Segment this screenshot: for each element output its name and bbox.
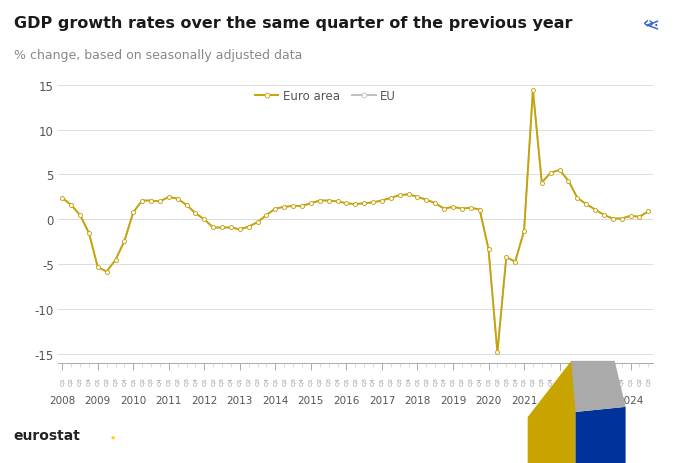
Text: Q1: Q1 bbox=[95, 376, 100, 385]
Text: Q2: Q2 bbox=[246, 376, 251, 385]
Text: Q4: Q4 bbox=[477, 376, 482, 385]
Text: Q1: Q1 bbox=[379, 376, 384, 385]
Text: Q4: Q4 bbox=[264, 376, 269, 385]
Text: Q3: Q3 bbox=[397, 376, 402, 385]
Polygon shape bbox=[571, 361, 626, 412]
Text: Q3: Q3 bbox=[326, 376, 331, 385]
Text: Q2: Q2 bbox=[601, 376, 607, 385]
Text: Q2: Q2 bbox=[69, 376, 73, 385]
Text: eurostat: eurostat bbox=[14, 428, 80, 442]
Text: Q4: Q4 bbox=[406, 376, 411, 385]
Text: Q4: Q4 bbox=[228, 376, 233, 385]
Text: Q3: Q3 bbox=[220, 376, 224, 385]
Text: Q3: Q3 bbox=[113, 376, 118, 385]
Text: Q1: Q1 bbox=[486, 376, 491, 385]
Text: ⋖: ⋖ bbox=[644, 18, 659, 36]
Text: Q4: Q4 bbox=[371, 376, 375, 385]
Text: Q1: Q1 bbox=[202, 376, 207, 385]
Text: Q4: Q4 bbox=[193, 376, 198, 385]
Text: Q2: Q2 bbox=[530, 376, 535, 385]
Text: Q1: Q1 bbox=[237, 376, 242, 385]
Text: Q2: Q2 bbox=[318, 376, 322, 385]
Text: Q2: Q2 bbox=[282, 376, 287, 385]
Text: Q4: Q4 bbox=[158, 376, 163, 385]
Text: Q1: Q1 bbox=[450, 376, 456, 385]
Text: Q3: Q3 bbox=[611, 376, 615, 385]
Text: Q1: Q1 bbox=[344, 376, 349, 385]
Text: Q1: Q1 bbox=[167, 376, 171, 385]
Text: Q4: Q4 bbox=[441, 376, 447, 385]
Text: Q3: Q3 bbox=[290, 376, 296, 385]
Text: Q1: Q1 bbox=[309, 376, 313, 385]
Text: Q1: Q1 bbox=[415, 376, 420, 385]
Text: ‹›: ‹› bbox=[643, 16, 656, 31]
Text: Q3: Q3 bbox=[646, 376, 651, 385]
Text: GDP growth rates over the same quarter of the previous year: GDP growth rates over the same quarter o… bbox=[14, 16, 572, 31]
Text: Q1: Q1 bbox=[131, 376, 136, 385]
Text: Q4: Q4 bbox=[122, 376, 127, 385]
Text: Q2: Q2 bbox=[566, 376, 571, 385]
Text: Q3: Q3 bbox=[432, 376, 438, 385]
Text: Q2: Q2 bbox=[104, 376, 109, 385]
Text: Q2: Q2 bbox=[211, 376, 216, 385]
Text: Q4: Q4 bbox=[548, 376, 553, 385]
Text: Q3: Q3 bbox=[469, 376, 473, 385]
Text: Q3: Q3 bbox=[255, 376, 260, 385]
Text: % change, based on seasonally adjusted data: % change, based on seasonally adjusted d… bbox=[14, 49, 302, 62]
Text: Q1: Q1 bbox=[273, 376, 278, 385]
Text: ★: ★ bbox=[109, 434, 116, 440]
Text: Q3: Q3 bbox=[184, 376, 189, 385]
Text: Q2: Q2 bbox=[139, 376, 145, 385]
Polygon shape bbox=[528, 361, 615, 463]
Text: Q2: Q2 bbox=[637, 376, 642, 385]
Text: Q1: Q1 bbox=[60, 376, 65, 385]
Text: Q3: Q3 bbox=[504, 376, 509, 385]
Text: Q4: Q4 bbox=[619, 376, 624, 385]
Text: Q1: Q1 bbox=[557, 376, 562, 385]
Text: Q1: Q1 bbox=[592, 376, 598, 385]
Text: Q2: Q2 bbox=[353, 376, 358, 385]
Text: Q1: Q1 bbox=[628, 376, 633, 385]
Text: Q3: Q3 bbox=[362, 376, 367, 385]
Text: Q4: Q4 bbox=[513, 376, 517, 385]
Text: Q4: Q4 bbox=[299, 376, 305, 385]
Text: Q1: Q1 bbox=[522, 376, 526, 385]
Text: Q2: Q2 bbox=[175, 376, 180, 385]
Polygon shape bbox=[575, 407, 626, 463]
Text: Q3: Q3 bbox=[78, 376, 82, 385]
Text: Q3: Q3 bbox=[148, 376, 154, 385]
Legend: Euro area, EU: Euro area, EU bbox=[250, 85, 401, 107]
Text: Q2: Q2 bbox=[495, 376, 500, 385]
Text: Q2: Q2 bbox=[460, 376, 464, 385]
Text: Q4: Q4 bbox=[335, 376, 340, 385]
Text: Q3: Q3 bbox=[539, 376, 544, 385]
Text: Q3: Q3 bbox=[575, 376, 580, 385]
Text: Q2: Q2 bbox=[388, 376, 393, 385]
Text: Q2: Q2 bbox=[424, 376, 429, 385]
Text: Q4: Q4 bbox=[86, 376, 91, 385]
Text: Q4: Q4 bbox=[583, 376, 589, 385]
